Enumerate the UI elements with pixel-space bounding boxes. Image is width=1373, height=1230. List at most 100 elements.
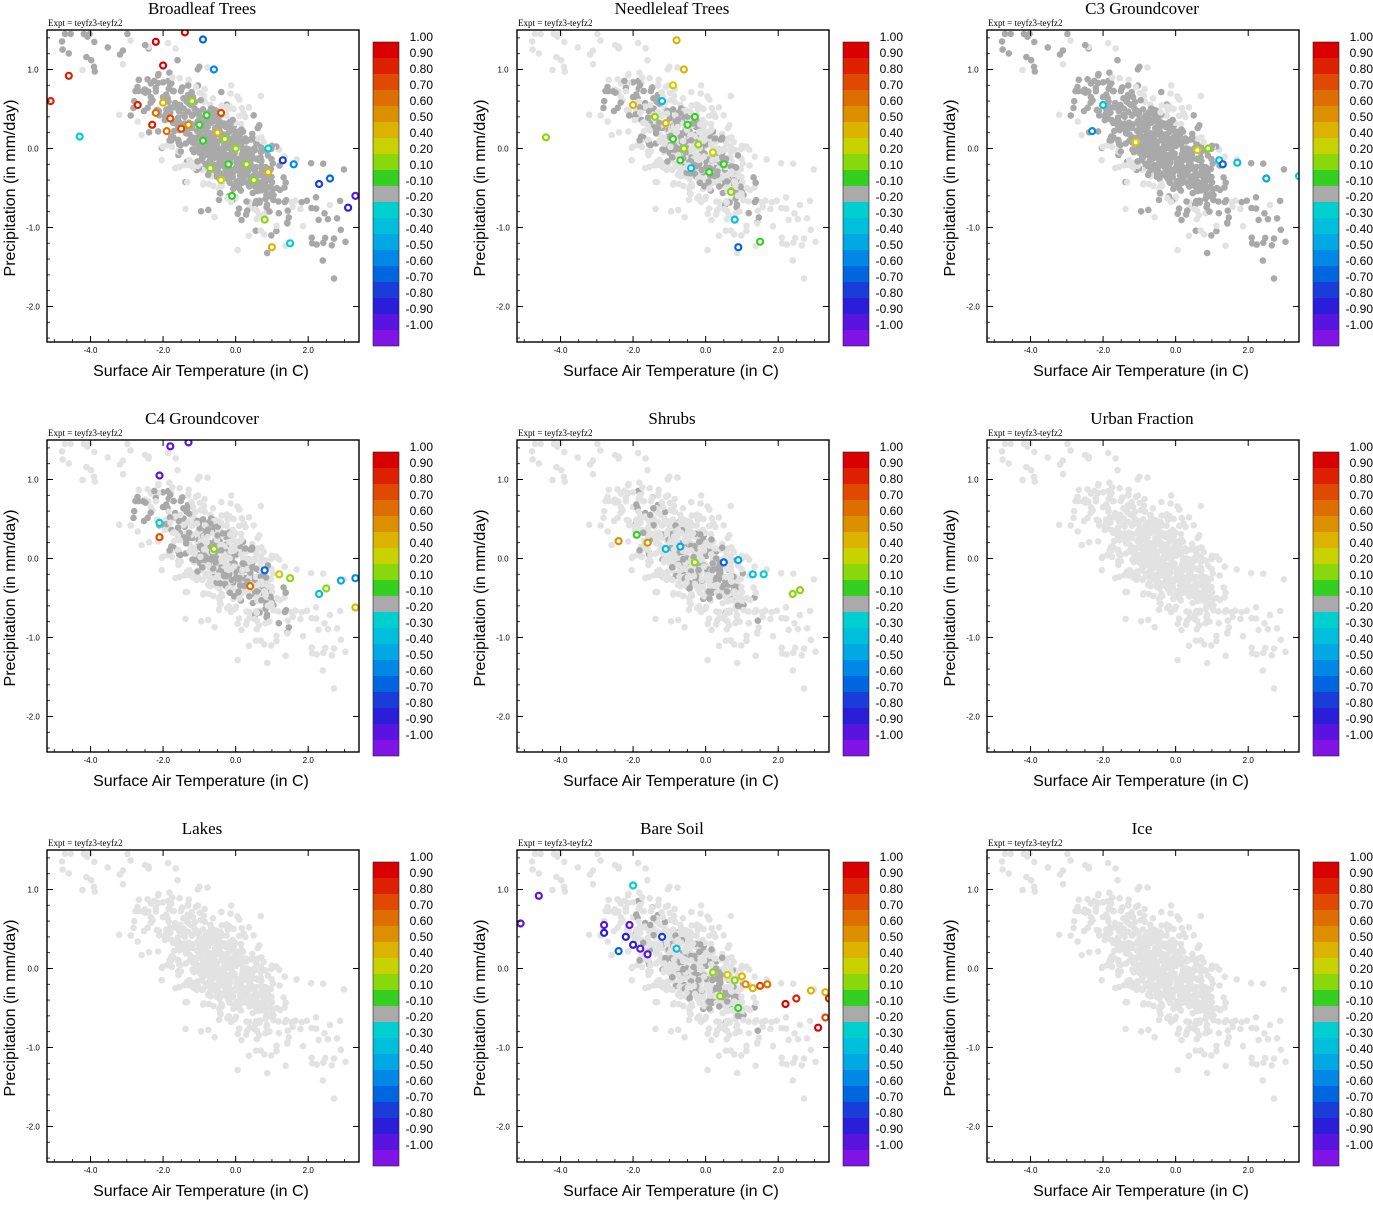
background-point <box>1170 106 1177 113</box>
background-point <box>1183 621 1190 628</box>
background-point <box>731 588 738 595</box>
background-point <box>724 216 731 223</box>
background-point <box>1119 85 1126 92</box>
colored-point <box>1194 147 1200 153</box>
colorbar-label: 0.60 <box>880 504 904 518</box>
background-point <box>650 95 657 102</box>
y-axis-label: Precipitation (in mm/day) <box>472 100 489 277</box>
background-point <box>1093 498 1100 505</box>
background-point <box>790 667 797 674</box>
background-point <box>629 144 636 151</box>
colorbar-label: -0.10 <box>1346 174 1373 188</box>
background-point <box>1205 602 1212 609</box>
background-point <box>697 500 704 507</box>
background-point <box>1145 117 1152 124</box>
background-point <box>1217 597 1224 604</box>
background-point <box>265 602 272 609</box>
background-point <box>1182 135 1189 142</box>
colored-point <box>167 116 173 122</box>
background-point <box>1109 484 1116 491</box>
colored-point <box>189 98 195 104</box>
background-point <box>220 144 227 151</box>
background-point <box>1171 153 1178 160</box>
background-point <box>1170 516 1177 523</box>
background-point <box>1182 114 1189 121</box>
background-point <box>1125 162 1132 169</box>
background-point <box>1095 538 1102 545</box>
background-point <box>1150 95 1157 102</box>
colorbar-swatch <box>843 452 869 468</box>
background-point <box>738 642 745 649</box>
background-point <box>1109 74 1116 81</box>
colorbar-label: -0.80 <box>1346 286 1373 300</box>
background-point <box>1098 567 1105 574</box>
background-point <box>1179 515 1186 522</box>
colorbar-label: -0.50 <box>406 238 434 252</box>
x-tick-label: -2.0 <box>156 346 170 355</box>
background-point <box>83 54 90 61</box>
background-point <box>1178 217 1185 224</box>
background-point <box>1120 505 1127 512</box>
background-point <box>135 498 142 505</box>
background-point <box>116 522 123 529</box>
y-tick-label: -2.0 <box>496 302 510 311</box>
background-point <box>746 620 753 627</box>
colorbar-label: 0.40 <box>880 536 904 550</box>
colored-point <box>316 181 322 187</box>
background-point <box>253 565 260 572</box>
background-point <box>308 160 315 167</box>
point-layer <box>59 439 359 691</box>
background-point <box>751 153 758 160</box>
background-point <box>590 61 597 68</box>
colorbar-swatch <box>373 452 399 468</box>
background-point <box>1190 112 1197 119</box>
background-point <box>120 47 127 54</box>
background-point <box>1168 577 1175 584</box>
background-point <box>277 597 284 604</box>
background-point <box>694 195 701 202</box>
background-point <box>1064 441 1071 448</box>
background-point <box>1183 608 1190 615</box>
background-point <box>1248 570 1255 577</box>
background-point <box>1137 554 1144 561</box>
background-point <box>635 450 642 457</box>
background-point <box>289 199 296 206</box>
background-point <box>621 78 628 85</box>
background-point <box>675 207 682 214</box>
colored-point <box>262 567 268 573</box>
background-point <box>234 247 241 254</box>
background-point <box>337 608 344 615</box>
background-point <box>265 192 272 199</box>
chart-title: Shrubs <box>648 409 695 428</box>
background-point <box>724 178 731 185</box>
colorbar-label: 0.60 <box>880 94 904 108</box>
background-point <box>640 88 647 95</box>
background-point <box>1176 595 1183 602</box>
background-point <box>180 95 187 102</box>
colorbar-label: 0.10 <box>880 568 904 582</box>
background-point <box>256 122 263 129</box>
background-point <box>655 125 662 132</box>
colored-point <box>663 546 669 552</box>
background-point <box>680 138 687 145</box>
colorbar-swatch <box>843 580 869 596</box>
background-point <box>687 519 694 526</box>
background-point <box>1099 554 1106 561</box>
colorbar-label: -0.60 <box>1346 254 1373 268</box>
background-point <box>812 239 819 246</box>
background-point <box>636 137 643 144</box>
background-point <box>730 549 737 556</box>
background-point <box>700 106 707 113</box>
background-point <box>646 485 653 492</box>
background-point <box>193 494 200 501</box>
colored-point <box>1220 161 1226 167</box>
background-point <box>1260 257 1267 264</box>
background-point <box>250 522 257 529</box>
colorbar-label: -1.00 <box>1346 728 1373 742</box>
background-point <box>697 90 704 97</box>
colorbar-label: 0.70 <box>880 488 904 502</box>
background-point <box>144 486 151 493</box>
background-point <box>233 604 240 611</box>
